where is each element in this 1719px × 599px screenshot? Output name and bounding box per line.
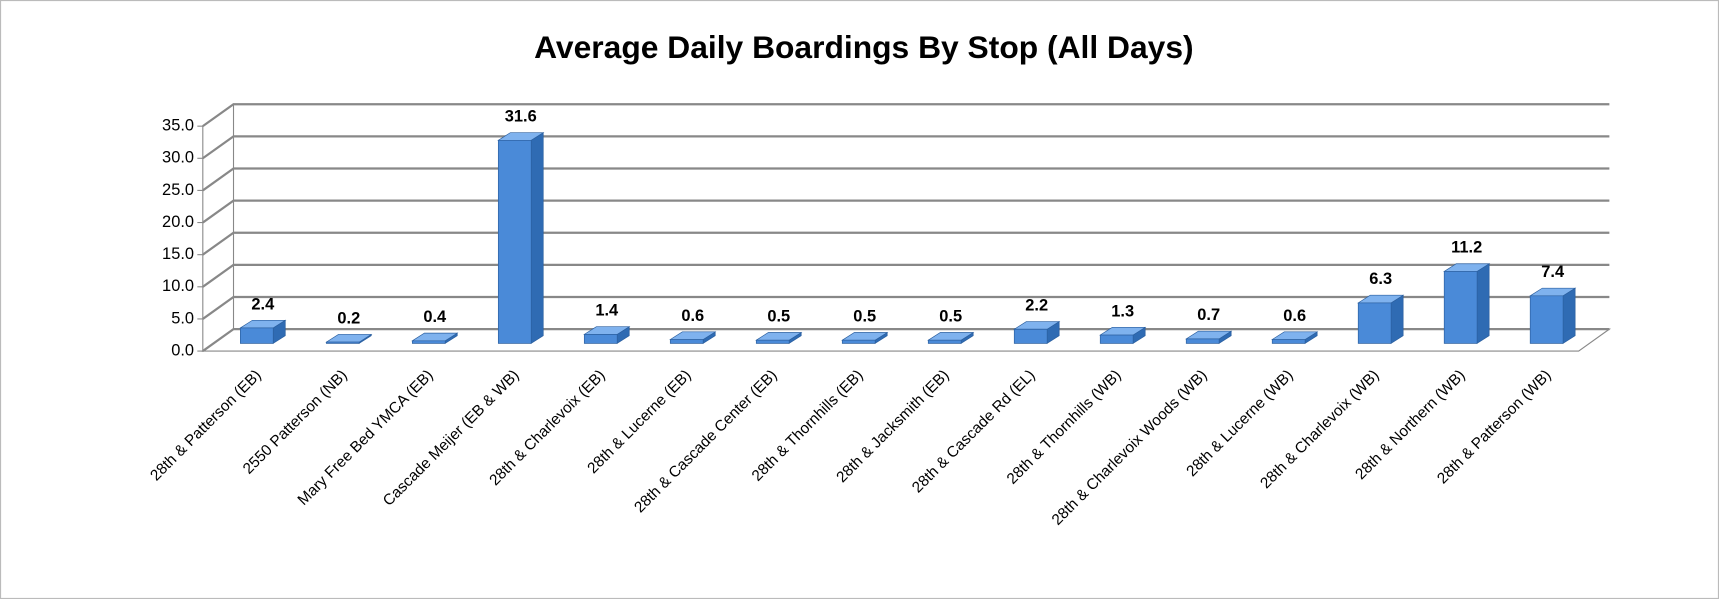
value-label: 0.4 bbox=[423, 308, 447, 326]
grid-line bbox=[202, 295, 1610, 320]
bar-front bbox=[583, 334, 618, 344]
bar bbox=[1357, 294, 1405, 344]
y-tick-label: 0.0 bbox=[171, 341, 194, 359]
value-label: 0.6 bbox=[1283, 307, 1306, 325]
bar-side bbox=[1390, 294, 1404, 344]
value-label: 0.5 bbox=[939, 307, 962, 325]
value-label: 1.3 bbox=[1111, 302, 1134, 320]
bar-front bbox=[1185, 338, 1220, 344]
bar bbox=[497, 132, 545, 344]
chart-title: Average Daily Boardings By Stop (All Day… bbox=[534, 29, 1193, 65]
y-tick-label: 30.0 bbox=[162, 149, 194, 167]
bar-side bbox=[530, 132, 544, 344]
bar-front bbox=[1013, 328, 1048, 344]
bar-front bbox=[669, 339, 704, 344]
y-tick-label: 15.0 bbox=[162, 245, 194, 263]
bar-front bbox=[1357, 302, 1392, 344]
bar bbox=[239, 319, 287, 344]
bar-front bbox=[841, 339, 876, 344]
bar-front bbox=[1271, 339, 1306, 344]
grid-line bbox=[202, 135, 1610, 160]
y-tick-label: 5.0 bbox=[171, 309, 194, 327]
bar bbox=[755, 331, 803, 344]
value-label: 0.7 bbox=[1197, 306, 1220, 324]
bar bbox=[1271, 331, 1319, 344]
y-tick-label: 25.0 bbox=[162, 181, 194, 199]
value-label: 0.5 bbox=[853, 307, 876, 325]
y-tick-label: 20.0 bbox=[162, 213, 194, 231]
bar bbox=[1443, 263, 1491, 344]
bar-front bbox=[411, 340, 446, 344]
bar-front bbox=[497, 140, 532, 344]
bar bbox=[841, 331, 889, 344]
bar bbox=[669, 331, 717, 344]
bar bbox=[1099, 326, 1147, 344]
bar bbox=[325, 333, 373, 344]
bar bbox=[1529, 287, 1577, 344]
grid-line bbox=[202, 263, 1610, 288]
value-label: 1.4 bbox=[595, 302, 619, 320]
value-label: 0.6 bbox=[681, 307, 704, 325]
bar-front bbox=[1099, 334, 1134, 344]
bar-front bbox=[1529, 295, 1564, 344]
grid-line bbox=[202, 231, 1610, 256]
bar-front bbox=[240, 327, 274, 344]
y-tick-label: 35.0 bbox=[162, 117, 194, 135]
bar bbox=[583, 326, 631, 344]
value-label: 6.3 bbox=[1369, 270, 1392, 288]
y-tick-label: 10.0 bbox=[162, 277, 194, 295]
value-label: 0.2 bbox=[337, 309, 360, 327]
value-label: 7.4 bbox=[1541, 263, 1565, 281]
value-label: 0.5 bbox=[767, 307, 790, 325]
grid-line bbox=[202, 103, 1610, 128]
bar-front bbox=[755, 339, 790, 344]
value-label: 11.2 bbox=[1451, 239, 1482, 257]
bar-front bbox=[927, 339, 962, 344]
grid-line bbox=[202, 199, 1610, 224]
bar-front bbox=[1443, 271, 1478, 344]
bar bbox=[1185, 330, 1233, 344]
bar-side bbox=[1562, 287, 1576, 344]
bar bbox=[411, 332, 459, 344]
grid-line bbox=[202, 167, 1610, 192]
value-label: 2.2 bbox=[1025, 297, 1048, 315]
bar-side bbox=[1476, 263, 1490, 344]
value-label: 31.6 bbox=[505, 108, 537, 126]
bar-front bbox=[325, 341, 360, 344]
bar bbox=[927, 331, 975, 344]
grid-line bbox=[202, 328, 1610, 352]
bar bbox=[1013, 320, 1061, 344]
value-label: 2.4 bbox=[251, 295, 275, 313]
